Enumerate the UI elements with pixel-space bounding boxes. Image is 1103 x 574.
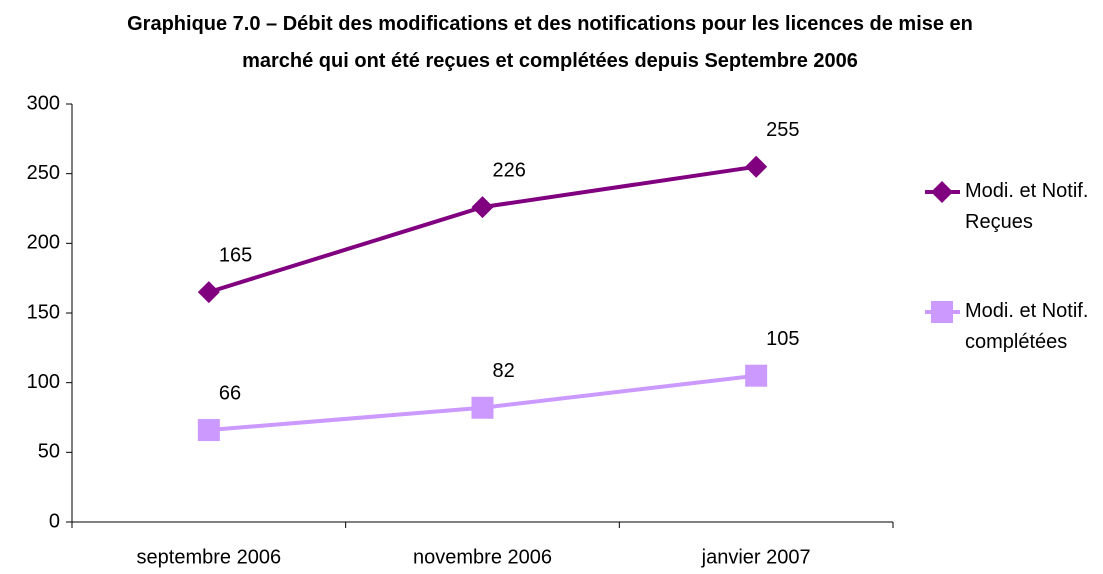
- marker: [931, 181, 953, 203]
- data-label: 82: [493, 360, 515, 382]
- x-tick-label: septembre 2006: [137, 546, 282, 568]
- data-label: 165: [219, 244, 252, 266]
- data-label: 226: [493, 159, 526, 181]
- marker: [471, 396, 494, 419]
- y-tick-label: 50: [38, 441, 60, 463]
- series-line: [208, 164, 757, 295]
- marker: [745, 364, 768, 387]
- data-label: 255: [766, 119, 799, 141]
- y-tick-label: 0: [49, 510, 60, 532]
- chart-title: Graphique 7.0 – Débit des modifications …: [127, 13, 973, 72]
- y-tick-label: 200: [27, 232, 60, 254]
- x-tick-label: janvier 2007: [701, 546, 811, 568]
- data-label: 105: [766, 328, 799, 350]
- y-tick-label: 300: [27, 92, 60, 114]
- data-label: 66: [219, 382, 241, 404]
- marker: [931, 301, 953, 323]
- marker: [745, 155, 768, 178]
- legend-label: Modi. et Notif. Reçues: [965, 180, 1089, 233]
- y-tick-label: 250: [27, 162, 60, 184]
- marker: [197, 419, 220, 442]
- marker: [197, 281, 220, 304]
- y-tick-label: 150: [27, 301, 60, 323]
- y-tick-label: 100: [27, 371, 60, 393]
- x-tick-label: novembre 2006: [413, 546, 552, 568]
- marker: [471, 196, 494, 219]
- legend-label: Modi. et Notif. complétées: [965, 300, 1089, 353]
